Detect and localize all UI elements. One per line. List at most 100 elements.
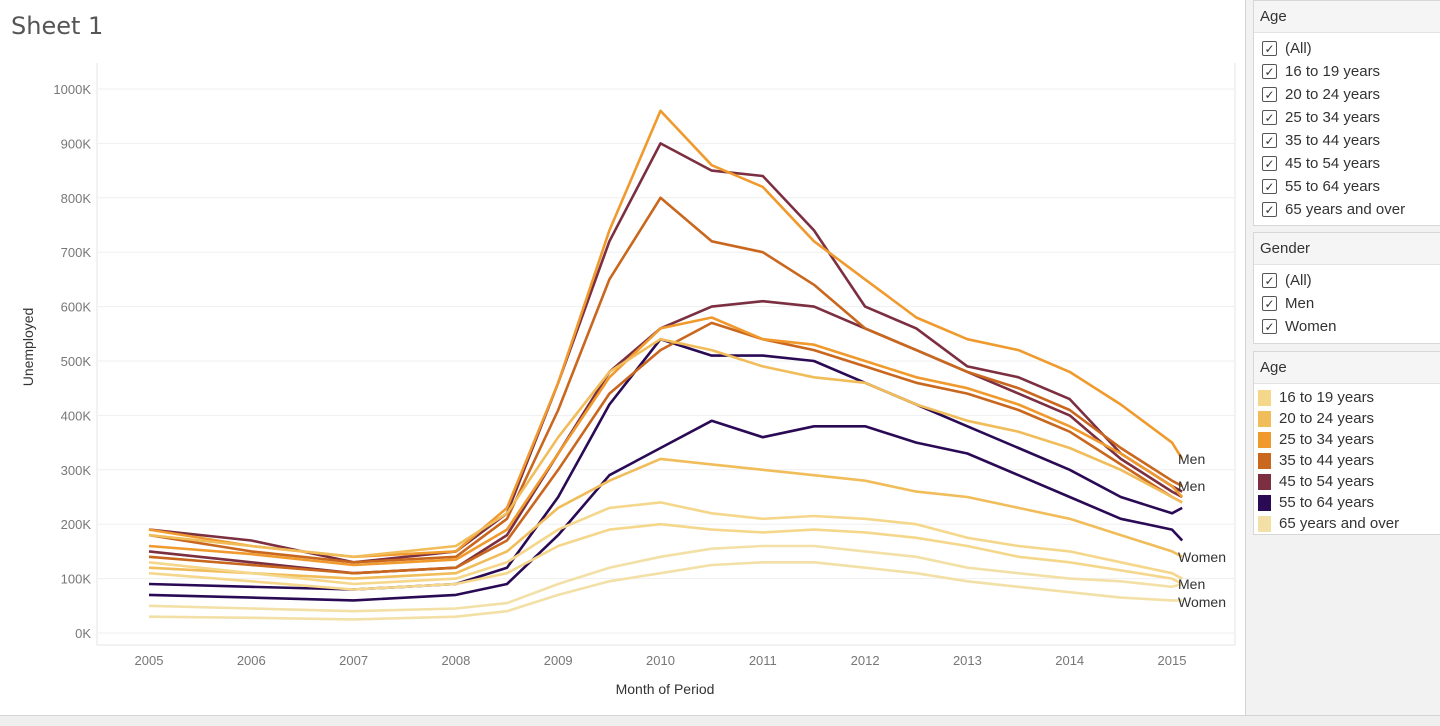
age-filter-65-over[interactable]: ✓ 65 years and over xyxy=(1254,198,1440,221)
age-filter-16-19[interactable]: ✓ 16 to 19 years xyxy=(1254,60,1440,83)
series-line[interactable] xyxy=(148,544,1183,613)
series-end-label: Men xyxy=(1178,576,1205,592)
end-labels: Men Men Women Men Women xyxy=(1178,451,1226,610)
age-filter-20-24[interactable]: ✓ 20 to 24 years xyxy=(1254,83,1440,106)
legend-item[interactable]: 55 to 64 years xyxy=(1254,492,1440,513)
grid-layer xyxy=(96,63,1236,646)
series-line[interactable] xyxy=(148,316,1184,567)
legend-item[interactable]: 20 to 24 years xyxy=(1254,408,1440,429)
series-end-label: Men xyxy=(1178,451,1205,467)
series-end-label: Men xyxy=(1178,478,1205,494)
legend-label: 20 to 24 years xyxy=(1279,410,1375,427)
y-tick-label: 400K xyxy=(61,408,92,423)
gender-filter-all[interactable]: ✓ (All) xyxy=(1254,269,1440,292)
y-tick-label: 100K xyxy=(61,572,92,587)
chart-area: 0K 100K 200K 300K 400K 500K 600K 700K 800K 900K 10… xyxy=(11,12,1236,697)
legend-label: 55 to 64 years xyxy=(1279,494,1375,511)
checkbox-checked-icon[interactable]: ✓ xyxy=(1262,296,1277,311)
checkbox-checked-icon[interactable]: ✓ xyxy=(1262,179,1277,194)
y-axis-title: Unemployed xyxy=(20,308,36,387)
legend-item[interactable]: 65 years and over xyxy=(1254,513,1440,534)
age-filter-35-44[interactable]: ✓ 35 to 44 years xyxy=(1254,129,1440,152)
checkbox-checked-icon[interactable]: ✓ xyxy=(1262,319,1277,334)
age-filter-label: 25 to 34 years xyxy=(1285,109,1381,126)
age-filter-label: 45 to 54 years xyxy=(1285,155,1381,172)
legend-list: 16 to 19 years 20 to 24 years 25 to 34 y… xyxy=(1254,384,1440,534)
y-tick-label: 0K xyxy=(75,626,91,641)
checkbox-checked-icon[interactable]: ✓ xyxy=(1262,133,1277,148)
y-tick-label: 900K xyxy=(61,136,92,151)
series-line[interactable] xyxy=(148,196,1183,564)
gender-filter-panel: Gender ✓ (All) ✓ Men ✓ Women xyxy=(1253,232,1440,344)
x-tick-label: 2012 xyxy=(851,653,880,668)
age-filter-all[interactable]: ✓ (All) xyxy=(1254,37,1440,60)
x-tick-label: 2005 xyxy=(135,653,164,668)
y-tick-labels: 0K 100K 200K 300K 400K 500K 600K 700K 800K 900K 10… xyxy=(53,82,91,641)
series-line[interactable] xyxy=(148,501,1183,586)
series-line[interactable] xyxy=(148,109,1184,559)
checkbox-checked-icon[interactable]: ✓ xyxy=(1262,110,1277,125)
x-tick-label: 2008 xyxy=(441,653,470,668)
gender-filter-label: Women xyxy=(1285,318,1337,335)
x-tick-label: 2007 xyxy=(339,653,368,668)
age-filter-45-54[interactable]: ✓ 45 to 54 years xyxy=(1254,152,1440,175)
series-line[interactable] xyxy=(148,457,1183,580)
age-filter-label: 55 to 64 years xyxy=(1285,178,1381,195)
checkbox-checked-icon[interactable]: ✓ xyxy=(1262,41,1277,56)
age-filter-panel: Age ✓ (All) ✓ 16 to 19 years ✓ 20 to 24 yea… xyxy=(1253,0,1440,226)
legend-label: 65 years and over xyxy=(1279,515,1400,532)
x-tick-label: 2015 xyxy=(1158,653,1187,668)
series-line[interactable] xyxy=(148,337,1183,559)
gender-filter-men[interactable]: ✓ Men xyxy=(1254,292,1440,315)
legend-item[interactable]: 16 to 19 years xyxy=(1254,387,1440,408)
checkbox-checked-icon[interactable]: ✓ xyxy=(1262,202,1277,217)
age-color-legend: Age 16 to 19 years 20 to 24 years 25 to … xyxy=(1253,351,1440,535)
x-tick-label: 2011 xyxy=(749,653,777,668)
x-tick-label: 2013 xyxy=(953,653,982,668)
y-tick-label: 200K xyxy=(61,517,92,532)
legend-swatch xyxy=(1258,389,1271,406)
gender-filter-label: Men xyxy=(1285,295,1315,312)
age-filter-55-64[interactable]: ✓ 55 to 64 years xyxy=(1254,175,1440,198)
gender-filter-women[interactable]: ✓ Women xyxy=(1254,315,1440,338)
legend-item[interactable]: 45 to 54 years xyxy=(1254,471,1440,492)
legend-swatch xyxy=(1258,452,1271,469)
gender-filter-title: Gender xyxy=(1254,233,1440,265)
series-line[interactable] xyxy=(148,522,1183,591)
age-filter-label: 20 to 24 years xyxy=(1285,86,1381,103)
y-tick-label: 1000K xyxy=(53,82,91,97)
checkbox-checked-icon[interactable]: ✓ xyxy=(1262,273,1277,288)
legend-label: 35 to 44 years xyxy=(1279,452,1375,469)
line-chart: 0K 100K 200K 300K 400K 500K 600K 700K 800K 900K 10… xyxy=(20,63,1236,697)
gender-filter-label: (All) xyxy=(1285,272,1312,289)
legend-swatch xyxy=(1258,473,1271,490)
x-tick-label: 2006 xyxy=(237,653,266,668)
checkbox-checked-icon[interactable]: ✓ xyxy=(1262,156,1277,171)
y-tick-label: 500K xyxy=(61,354,92,369)
age-filter-25-34[interactable]: ✓ 25 to 34 years xyxy=(1254,106,1440,129)
series-line[interactable] xyxy=(148,321,1183,575)
checkbox-checked-icon[interactable]: ✓ xyxy=(1262,87,1277,102)
y-tick-label: 300K xyxy=(61,463,92,478)
legend-item[interactable]: 35 to 44 years xyxy=(1254,450,1440,471)
legend-label: 25 to 34 years xyxy=(1279,431,1375,448)
x-axis-title: Month of Period xyxy=(616,681,715,697)
status-bar xyxy=(0,715,1440,726)
sheet-title: Sheet 1 xyxy=(11,12,104,40)
y-tick-label: 600K xyxy=(61,300,92,315)
gender-filter-list: ✓ (All) ✓ Men ✓ Women xyxy=(1254,265,1440,338)
series-line[interactable] xyxy=(148,419,1184,602)
series-layer xyxy=(148,109,1184,621)
age-filter-label: (All) xyxy=(1285,40,1312,57)
legend-item[interactable]: 25 to 34 years xyxy=(1254,429,1440,450)
age-filter-list: ✓ (All) ✓ 16 to 19 years ✓ 20 to 24 years ✓… xyxy=(1254,33,1440,221)
age-filter-label: 35 to 44 years xyxy=(1285,132,1381,149)
legend-swatch xyxy=(1258,410,1271,427)
x-tick-label: 2009 xyxy=(544,653,573,668)
series-end-label: Women xyxy=(1178,594,1226,610)
legend-label: 45 to 54 years xyxy=(1279,473,1375,490)
series-line[interactable] xyxy=(148,560,1183,621)
series-end-label: Women xyxy=(1178,549,1226,565)
checkbox-checked-icon[interactable]: ✓ xyxy=(1262,64,1277,79)
legend-swatch xyxy=(1258,494,1271,511)
